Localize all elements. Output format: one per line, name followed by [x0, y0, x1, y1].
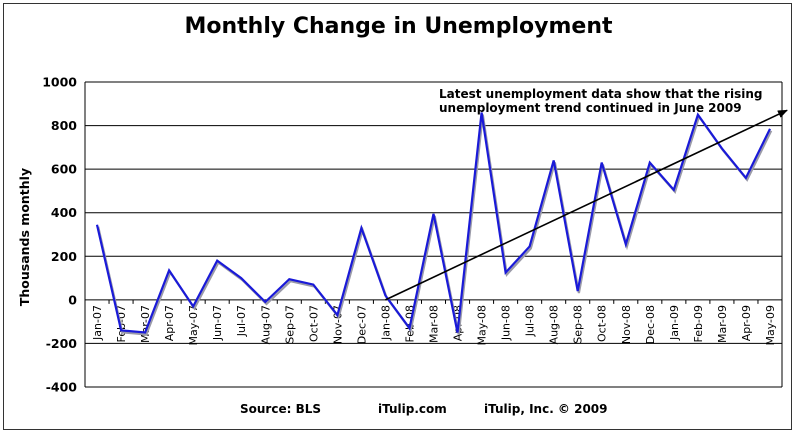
annotation-line-2: unemployment trend continued in June 200…	[439, 101, 742, 115]
x-tick-label: Nov-07	[331, 305, 344, 344]
x-tick-label: May-09	[764, 305, 777, 346]
x-tick-label: Mar-08	[428, 305, 441, 343]
y-tick-label: 200	[51, 249, 77, 264]
x-tick-label: Dec-07	[355, 305, 368, 344]
x-tick-label: Apr-09	[740, 305, 753, 341]
x-tick-labels: Jan-07 Feb-07 Mar-07 Apr-07 May-07 Jun-07 Jul-…	[91, 305, 777, 346]
y-tick-label: 600	[51, 162, 77, 177]
x-tick-label: Jul-08	[524, 305, 537, 337]
axes	[84, 82, 783, 387]
chart-frame	[3, 3, 792, 430]
y-tick-label: 800	[51, 118, 77, 133]
x-tick-label: May-08	[476, 305, 489, 346]
x-tick-label: Jan-08	[379, 305, 392, 341]
y-tick-label: 400	[51, 205, 77, 220]
source-label: Source: BLS	[240, 402, 322, 416]
x-tick-label: Aug-07	[259, 305, 272, 344]
x-tick-label: Sep-08	[572, 305, 585, 344]
x-tick-label: Sep-07	[283, 305, 296, 344]
x-tick-label: Oct-07	[307, 305, 320, 342]
x-tick-label: Jun-07	[211, 305, 224, 341]
y-tick-label: -200	[46, 336, 78, 351]
x-tick-label: Dec-08	[644, 305, 657, 344]
x-tick-label: Mar-09	[716, 305, 729, 343]
x-tick-label: Jan-07	[91, 305, 104, 341]
y-tick-label: 0	[68, 292, 77, 307]
copyright-label: iTulip, Inc. © 2009	[484, 402, 608, 416]
gridlines	[85, 81, 782, 388]
series-unemployment-change	[95, 112, 773, 336]
annotation-line-1: Latest unemployment data show that the r…	[439, 87, 762, 101]
y-tick-label: 1000	[42, 75, 77, 90]
site-label: iTulip.com	[378, 402, 447, 416]
trend-arrow	[385, 109, 788, 301]
y-tick-label: -400	[46, 380, 78, 395]
x-tick-label: Oct-08	[596, 305, 609, 342]
x-tick-label: Aug-08	[548, 305, 561, 344]
x-tick-label: Feb-09	[692, 305, 705, 342]
x-tick-label: Jan-09	[668, 305, 681, 341]
x-tick-label: Jun-08	[500, 305, 513, 341]
y-tick-labels: 1000 800 600 400 200 0 -200 -400	[42, 75, 77, 395]
source-footer: Source: BLS iTulip.com iTulip, Inc. © 20…	[0, 402, 797, 418]
y-axis-label: Thousands monthly	[17, 168, 32, 306]
x-tick-label: Nov-08	[620, 305, 633, 344]
x-tick-label: Apr-07	[163, 305, 176, 341]
x-tick-label: Jul-07	[235, 305, 248, 337]
trend-arrow-line	[385, 109, 788, 301]
x-tick-label: May-07	[187, 305, 200, 346]
chart-title: Monthly Change in Unemployment	[184, 14, 613, 39]
